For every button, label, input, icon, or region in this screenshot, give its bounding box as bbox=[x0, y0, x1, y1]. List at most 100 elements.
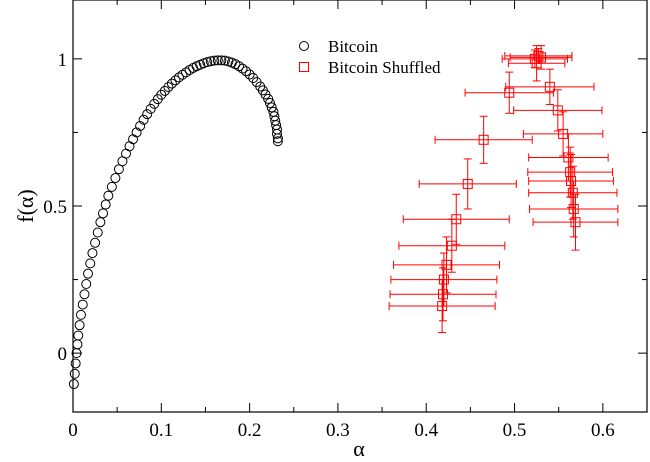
bitcoin-shuffled-point bbox=[552, 105, 563, 116]
x-tick-label: 0 bbox=[68, 420, 78, 441]
bitcoin-point bbox=[131, 127, 142, 138]
ticks-layer: 0 0.1 0.2 0.3 0.4 0.5 0.6 0 0.5 1 bbox=[43, 0, 648, 441]
bitcoin-point bbox=[87, 248, 98, 259]
bitcoin-point bbox=[266, 102, 277, 113]
bitcoin-shuffled-point-group bbox=[402, 193, 510, 245]
bitcoin-point bbox=[70, 358, 81, 369]
legend-label-bitcoin-shuffled: Bitcoin Shuffled bbox=[328, 58, 441, 77]
bitcoin-shuffled-point bbox=[504, 87, 515, 98]
bitcoin-shuffled-point bbox=[531, 58, 542, 69]
bitcoin-shuffled-point bbox=[446, 240, 457, 251]
bitcoin-point bbox=[234, 61, 245, 72]
bitcoin-shuffled-point bbox=[478, 134, 489, 145]
series-layer bbox=[68, 45, 619, 390]
bitcoin-point bbox=[83, 268, 94, 279]
bitcoin-point bbox=[77, 299, 88, 310]
bitcoin-point bbox=[181, 67, 192, 78]
bitcoin-point bbox=[92, 227, 103, 238]
bitcoin-point bbox=[212, 55, 223, 66]
bitcoin-point bbox=[244, 69, 255, 80]
y-tick-label: 0 bbox=[58, 344, 68, 365]
bitcoin-shuffled-point-group bbox=[434, 115, 533, 164]
bitcoin-shuffled-point bbox=[438, 289, 449, 300]
bitcoin-shuffled-point-group bbox=[513, 89, 603, 132]
bitcoin-point bbox=[72, 339, 83, 350]
bitcoin-point bbox=[79, 289, 90, 300]
legend: Bitcoin Bitcoin Shuffled bbox=[299, 37, 441, 77]
bitcoin-point bbox=[81, 278, 92, 289]
bitcoin-point bbox=[68, 379, 79, 390]
bitcoin-point bbox=[272, 136, 283, 147]
bitcoin-point bbox=[73, 330, 84, 341]
bitcoin-point bbox=[264, 98, 275, 108]
bitcoin-point bbox=[128, 134, 139, 145]
x-tick-label: 0.6 bbox=[591, 420, 615, 441]
x-tick-label: 0.2 bbox=[238, 420, 262, 441]
bitcoin-shuffled-point bbox=[533, 50, 544, 61]
bitcoin-point bbox=[173, 72, 184, 83]
bitcoin-shuffled-point-group bbox=[388, 279, 496, 334]
bitcoin-point bbox=[138, 114, 149, 125]
legend-marker-bitcoin bbox=[299, 41, 309, 51]
bitcoin-point bbox=[95, 217, 106, 228]
bitcoin-shuffled-point bbox=[567, 187, 578, 198]
bitcoin-shuffled-point-group bbox=[522, 111, 604, 157]
bitcoin-shuffled-point-group bbox=[464, 71, 554, 114]
bitcoin-point bbox=[135, 120, 146, 131]
bitcoin-point bbox=[163, 82, 174, 93]
bitcoin-point bbox=[85, 258, 96, 269]
bitcoin-point bbox=[98, 208, 109, 219]
legend-label-bitcoin: Bitcoin bbox=[328, 37, 379, 56]
bitcoin-point bbox=[177, 69, 188, 80]
bitcoin-shuffled-point-group bbox=[393, 236, 501, 294]
bitcoin-point bbox=[103, 190, 114, 201]
bitcoin-point bbox=[272, 133, 283, 144]
x-tick-label: 0.5 bbox=[503, 420, 527, 441]
bitcoin-point bbox=[142, 109, 153, 120]
bitcoin-shuffled-point-group bbox=[529, 180, 619, 238]
bitcoin-point bbox=[74, 320, 85, 331]
bitcoin-point bbox=[110, 173, 121, 184]
x-tick-label: 0.4 bbox=[414, 420, 438, 441]
bitcoin-shuffled-point-group bbox=[507, 45, 566, 82]
bitcoin-point bbox=[124, 141, 135, 152]
bitcoin-point bbox=[166, 78, 177, 89]
bitcoin-shuffled-point bbox=[563, 152, 574, 163]
bitcoin-shuffled-point bbox=[544, 81, 555, 92]
bitcoin-point bbox=[209, 55, 220, 66]
bitcoin-shuffled-point-group bbox=[532, 193, 619, 251]
bitcoin-shuffled-point-group bbox=[398, 218, 506, 273]
bitcoin-shuffled-point-group bbox=[389, 267, 497, 322]
bitcoin-shuffled-point-group bbox=[504, 48, 573, 64]
bitcoin-point bbox=[159, 85, 170, 96]
y-axis-title: f(α) bbox=[13, 189, 38, 223]
bitcoin-point bbox=[106, 181, 117, 192]
bitcoin-shuffled-point bbox=[441, 259, 452, 270]
bitcoin-point bbox=[202, 57, 213, 68]
bitcoin-point bbox=[237, 63, 248, 74]
bitcoin-point bbox=[156, 89, 167, 100]
bitcoin-point bbox=[271, 128, 282, 139]
y-tick-label: 1 bbox=[58, 50, 68, 71]
bitcoin-shuffled-point-group bbox=[528, 165, 618, 220]
bitcoin-shuffled-point-group bbox=[418, 158, 517, 210]
x-axis-title: α bbox=[353, 436, 365, 461]
bitcoin-point bbox=[100, 199, 111, 210]
bitcoin-point bbox=[69, 368, 80, 379]
bitcoin-shuffled-point bbox=[568, 203, 579, 214]
bitcoin-point bbox=[90, 237, 101, 248]
bitcoin-point bbox=[75, 309, 86, 320]
bitcoin-shuffled-point-group bbox=[505, 68, 595, 105]
bitcoin-point bbox=[170, 75, 181, 86]
x-tick-label: 0.3 bbox=[326, 420, 350, 441]
x-tick-label: 0.1 bbox=[149, 420, 173, 441]
bitcoin-shuffled-point bbox=[570, 217, 581, 228]
bitcoin-shuffled-point bbox=[462, 178, 473, 189]
y-tick-label: 0.5 bbox=[43, 197, 67, 218]
bitcoin-point bbox=[219, 55, 230, 66]
legend-marker-bitcoin-shuffled bbox=[299, 62, 309, 72]
bitcoin-shuffled-point-group bbox=[528, 133, 609, 182]
bitcoin-point bbox=[216, 55, 227, 66]
bitcoin-point bbox=[205, 56, 216, 67]
